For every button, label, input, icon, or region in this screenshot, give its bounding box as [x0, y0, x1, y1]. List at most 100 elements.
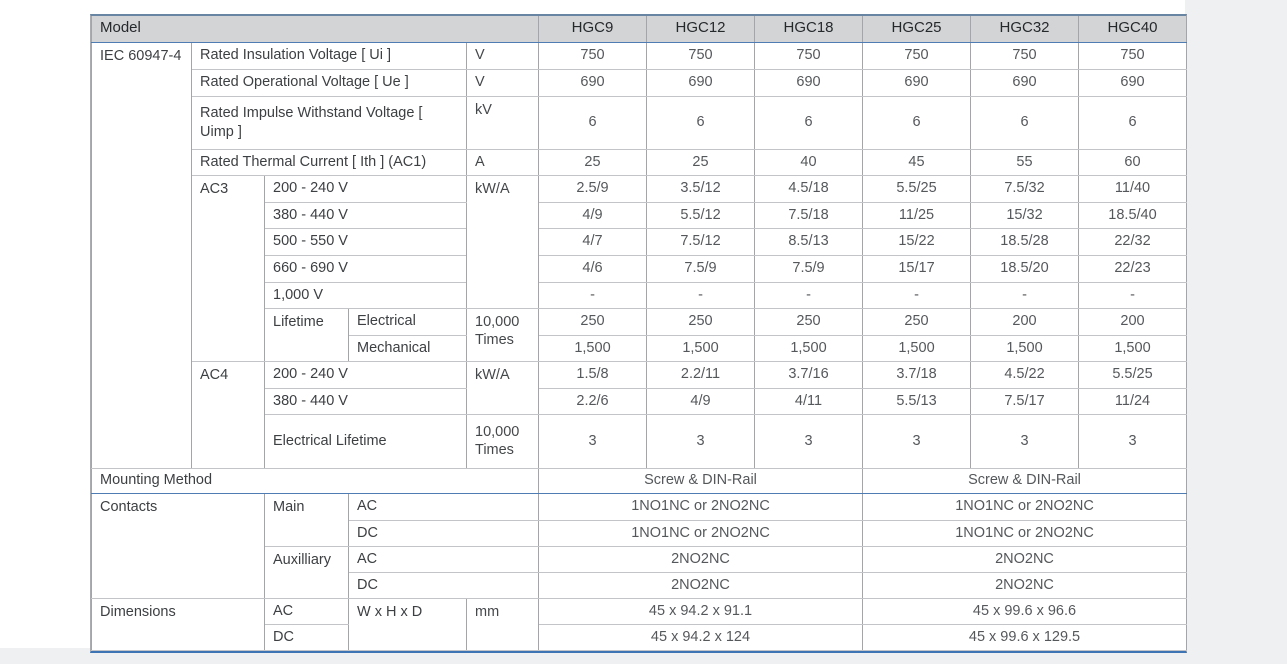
value-cell: - [538, 281, 647, 309]
column-header-hgc9: HGC9 [538, 16, 647, 43]
value-cell: 55 [970, 148, 1079, 176]
row-dimensions-ac: Dimensions AC W x H x D mm 45 x 94.2 x 9… [91, 597, 1187, 651]
value-cell: 690 [970, 68, 1079, 97]
value-cell: 4/6 [538, 254, 647, 283]
unit-cell: kV [466, 95, 539, 150]
row-contacts-aux-dc: DC 2NO2NC 2NO2NC [92, 571, 1187, 599]
value-cell: 11/40 [1078, 174, 1187, 203]
value-cell: 3 [970, 413, 1079, 469]
value-cell-merged: 2NO2NC [538, 571, 863, 599]
row-contacts-aux-ac: Auxilliary AC 2NO2NC 2NO2NC [92, 545, 1187, 599]
supply-type-label: DC [348, 571, 539, 599]
value-cell: 60 [1078, 148, 1187, 176]
voltage-label: 660 - 690 V [264, 254, 467, 283]
section-label-dimensions: Dimensions [91, 597, 265, 651]
unit-cell: 10,000 Times [466, 413, 539, 469]
value-cell: 1.5/8 [538, 360, 647, 389]
value-cell: 8.5/13 [754, 227, 863, 256]
value-cell-merged: 45 x 99.6 x 96.6 [862, 597, 1187, 625]
unit-cell: kW/A [466, 174, 539, 309]
subsection-label-ac4: AC4 [191, 360, 265, 469]
value-cell: 15/32 [970, 201, 1079, 229]
value-cell: 4.5/18 [754, 174, 863, 203]
column-header-hgc25: HGC25 [862, 16, 971, 43]
value-cell: 1,500 [970, 334, 1079, 362]
value-cell: - [970, 281, 1079, 309]
value-cell: 1,500 [754, 334, 863, 362]
table-header-row: Model HGC9 HGC12 HGC18 HGC25 HGC32 HGC40 [91, 16, 1187, 43]
section-label-contacts: Contacts [91, 492, 265, 599]
value-cell: 250 [754, 307, 863, 336]
value-cell: 2.2/6 [538, 387, 647, 415]
spec-label: Rated Operational Voltage [ Ue ] [191, 68, 467, 97]
column-header-hgc40: HGC40 [1078, 16, 1187, 43]
value-cell: 3 [862, 413, 971, 469]
value-cell-merged: 1NO1NC or 2NO2NC [538, 492, 863, 521]
row-ac3-lifetime-mechanical: Mechanical 1,500 1,500 1,500 1,500 1,500… [92, 334, 1187, 362]
value-cell: 25 [538, 148, 647, 176]
value-cell: 11/25 [862, 201, 971, 229]
value-cell: 750 [1078, 41, 1187, 70]
row-ac3-660-690: 660 - 690 V 4/6 7.5/9 7.5/9 15/17 18.5/2… [92, 254, 1187, 283]
value-cell: 750 [646, 41, 755, 70]
value-cell: 200 [970, 307, 1079, 336]
unit-cell: V [466, 41, 539, 70]
catalog-sheet: Model HGC9 HGC12 HGC18 HGC25 HGC32 HGC40… [0, 0, 1187, 653]
value-cell: 5.5/25 [862, 174, 971, 203]
value-cell: 250 [862, 307, 971, 336]
voltage-label: 200 - 240 V [264, 360, 467, 389]
whd-label: W x H x D [348, 597, 467, 651]
row-ac4-380-440: 380 - 440 V 2.2/6 4/9 4/11 5.5/13 7.5/17… [92, 387, 1187, 415]
value-cell: - [754, 281, 863, 309]
value-cell-merged: 1NO1NC or 2NO2NC [538, 519, 863, 547]
value-cell: 3.5/12 [646, 174, 755, 203]
column-header-hgc32: HGC32 [970, 16, 1079, 43]
supply-type-label: DC [264, 623, 349, 651]
value-cell: 6 [862, 95, 971, 150]
value-cell: 690 [646, 68, 755, 97]
unit-cell: mm [466, 597, 539, 651]
value-cell: - [862, 281, 971, 309]
column-header-hgc12: HGC12 [646, 16, 755, 43]
value-cell: 7.5/32 [970, 174, 1079, 203]
contacts-main-label: Main [264, 492, 349, 547]
voltage-label: 380 - 440 V [264, 387, 467, 415]
value-cell-merged: 2NO2NC [538, 545, 863, 573]
value-cell: 15/22 [862, 227, 971, 256]
value-cell: 22/23 [1078, 254, 1187, 283]
spec-label: Rated Insulation Voltage [ Ui ] [191, 41, 467, 70]
value-cell-merged: 45 x 94.2 x 91.1 [538, 597, 863, 625]
supply-type-label: AC [264, 597, 349, 625]
unit-cell: kW/A [466, 360, 539, 415]
value-cell: 750 [862, 41, 971, 70]
spec-label: Electrical Lifetime [264, 413, 467, 469]
column-header-hgc18: HGC18 [754, 16, 863, 43]
value-cell-merged: 2NO2NC [862, 545, 1187, 573]
value-cell: 690 [754, 68, 863, 97]
value-cell: 7.5/9 [754, 254, 863, 283]
value-cell: 750 [538, 41, 647, 70]
row-uimp: Rated Impulse Withstand Voltage [ Uimp ]… [92, 95, 1187, 150]
value-cell: 6 [646, 95, 755, 150]
row-ac4-200-240: AC4 200 - 240 V kW/A 1.5/8 2.2/11 3.7/16… [92, 360, 1187, 469]
value-cell: 4.5/22 [970, 360, 1079, 389]
value-cell: 6 [970, 95, 1079, 150]
value-cell: 15/17 [862, 254, 971, 283]
value-cell: 2.5/9 [538, 174, 647, 203]
voltage-label: 200 - 240 V [264, 174, 467, 203]
unit-cell: V [466, 68, 539, 97]
value-cell-merged: 1NO1NC or 2NO2NC [862, 492, 1187, 521]
value-cell-merged: 1NO1NC or 2NO2NC [862, 519, 1187, 547]
value-cell: 4/11 [754, 387, 863, 415]
value-cell: 11/24 [1078, 387, 1187, 415]
contacts-aux-label: Auxilliary [264, 545, 349, 599]
section-label-iec: IEC 60947-4 [91, 41, 192, 469]
spec-label: Rated Thermal Current [ Ith ] (AC1) [191, 148, 467, 176]
value-cell: 3.7/16 [754, 360, 863, 389]
value-cell: 6 [538, 95, 647, 150]
row-mounting-method: Mounting Method Screw & DIN-Rail Screw &… [91, 467, 1187, 494]
value-cell: 3 [538, 413, 647, 469]
value-cell: 5.5/12 [646, 201, 755, 229]
value-cell: 18.5/28 [970, 227, 1079, 256]
row-ue: Rated Operational Voltage [ Ue ] V 690 6… [92, 68, 1187, 97]
